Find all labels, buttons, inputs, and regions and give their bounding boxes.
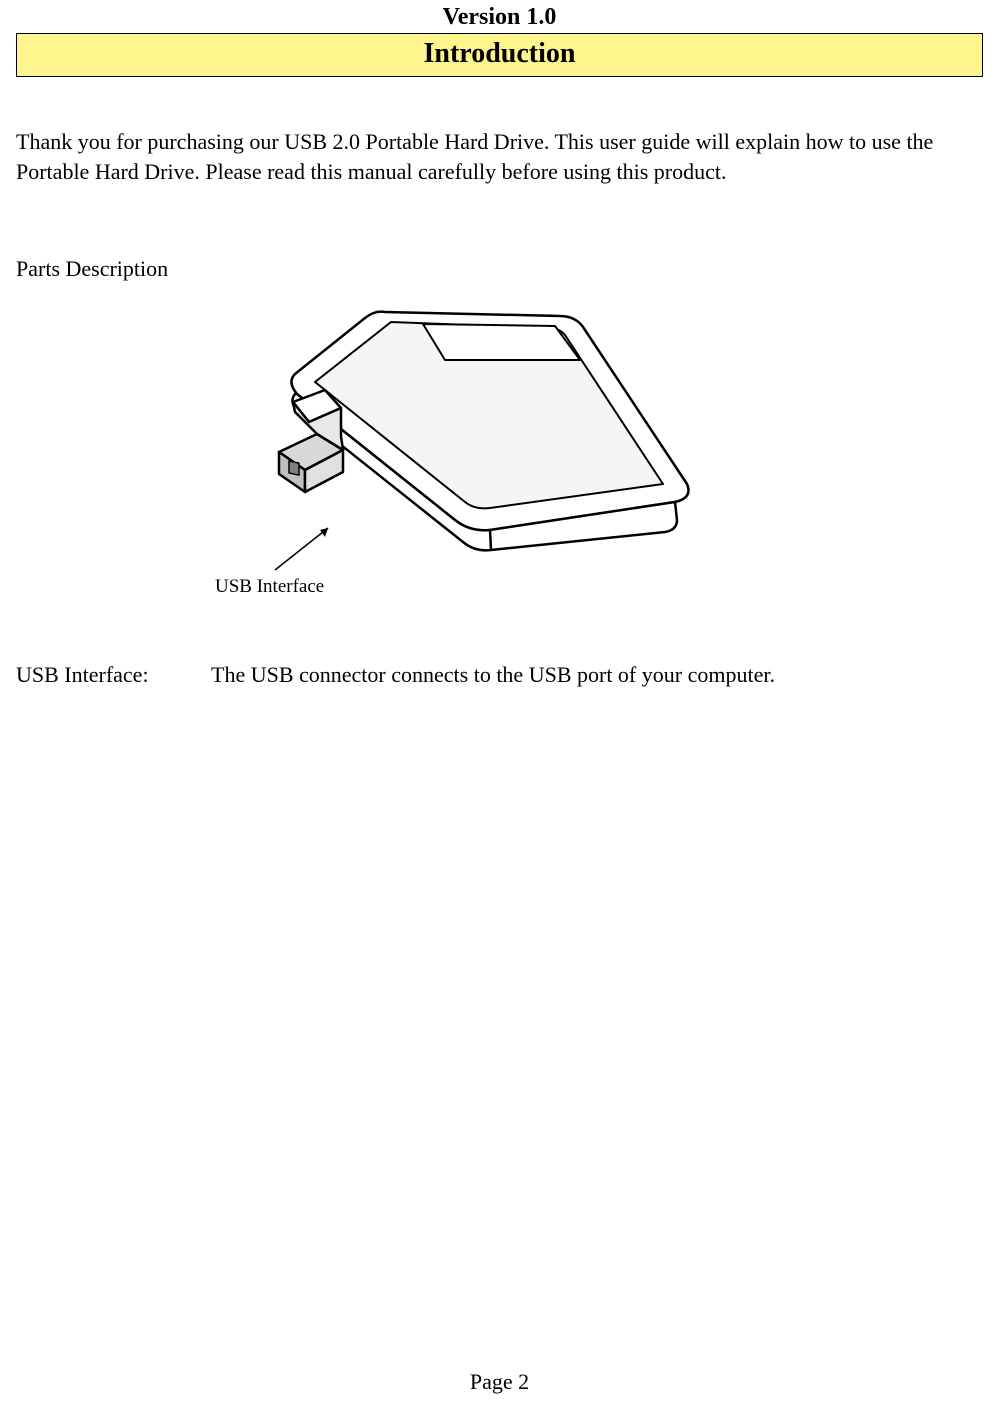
callout-arrow-icon	[270, 522, 340, 572]
hard-drive-icon	[275, 302, 715, 552]
title-banner: Introduction	[16, 33, 983, 77]
definition-text: The USB connector connects to the USB po…	[211, 662, 983, 688]
device-figure: USB Interface	[0, 302, 999, 622]
definition-row: USB Interface: The USB connector connect…	[16, 662, 983, 688]
intro-paragraph: Thank you for purchasing our USB 2.0 Por…	[16, 127, 983, 186]
definition-term: USB Interface:	[16, 662, 211, 688]
version-header: Version 1.0	[0, 0, 999, 31]
callout-label: USB Interface	[215, 576, 324, 598]
page-footer: Page 2	[0, 1369, 999, 1395]
parts-section-label: Parts Description	[16, 256, 983, 282]
